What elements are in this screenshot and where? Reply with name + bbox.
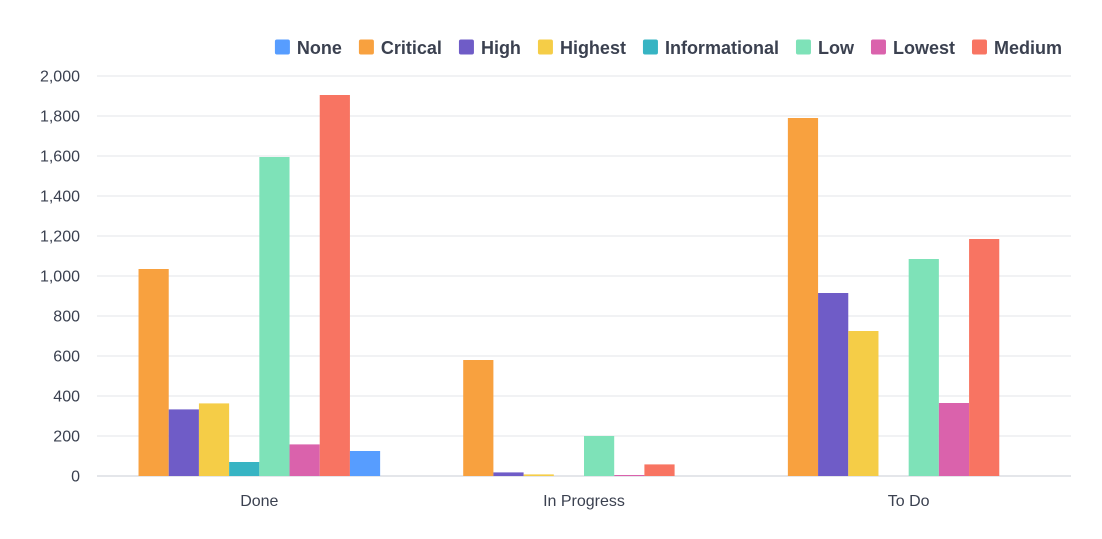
bar-done-high[interactable] <box>168 409 199 476</box>
bar-done-lowest[interactable] <box>289 444 320 476</box>
legend-item-none[interactable]: None <box>274 38 342 58</box>
y-tick-label: 1,400 <box>40 189 80 206</box>
y-tick-label: 1,800 <box>40 109 80 126</box>
y-tick-label: 400 <box>53 389 80 406</box>
y-tick-label: 1,200 <box>40 229 80 246</box>
bar-in-progress-critical[interactable] <box>463 360 494 476</box>
legend-item-lowest[interactable]: Lowest <box>870 38 955 58</box>
legend-label: Medium <box>994 38 1062 58</box>
legend-swatch <box>642 39 658 55</box>
legend-label: None <box>297 38 342 58</box>
x-tick-label: To Do <box>888 493 930 510</box>
y-tick-label: 0 <box>71 469 80 486</box>
y-axis: 0 200 400 600 800 1,000 1,200 1,400 1,600 1,800 2,… <box>40 69 80 486</box>
legend-swatch <box>870 39 886 55</box>
y-tick-label: 800 <box>53 309 80 326</box>
bar-in-progress-high[interactable] <box>493 472 524 476</box>
legend-item-highest[interactable]: Highest <box>537 38 626 58</box>
legend-item-high[interactable]: High <box>458 38 521 58</box>
legend-swatch <box>458 39 474 55</box>
bar-to-do-low[interactable] <box>908 259 939 476</box>
legend-label: Low <box>818 38 855 58</box>
legend-swatch <box>358 39 374 55</box>
legend-swatch <box>537 39 553 55</box>
bar-in-progress-lowest[interactable] <box>614 475 645 476</box>
bar-done-critical[interactable] <box>138 269 169 476</box>
legend-item-critical[interactable]: Critical <box>358 38 442 58</box>
legend-label: Informational <box>665 38 779 58</box>
y-tick-label: 1,000 <box>40 269 80 286</box>
legend-item-informational[interactable]: Informational <box>642 38 779 58</box>
bar-done-medium[interactable] <box>319 95 350 476</box>
bar-done-none[interactable] <box>349 451 381 476</box>
bar-done-highest[interactable] <box>198 403 230 476</box>
bar-in-progress-low[interactable] <box>584 436 615 476</box>
y-tick-label: 600 <box>53 349 80 366</box>
legend-label: Lowest <box>893 38 955 58</box>
y-tick-label: 200 <box>53 429 80 446</box>
x-axis: Done In Progress To Do <box>240 493 929 510</box>
bar-done-low[interactable] <box>259 157 290 476</box>
bar-to-do-high[interactable] <box>818 293 849 476</box>
bar-done-informational[interactable] <box>229 462 260 476</box>
y-tick-label: 1,600 <box>40 149 80 166</box>
legend-label: High <box>481 38 521 58</box>
bar-to-do-highest[interactable] <box>848 331 879 476</box>
legend-label: Highest <box>560 38 626 58</box>
legend-item-medium[interactable]: Medium <box>971 38 1062 58</box>
legend-label: Critical <box>381 38 442 58</box>
bar-in-progress-medium[interactable] <box>644 464 675 476</box>
bar-to-do-medium[interactable] <box>969 239 1000 476</box>
x-tick-label: Done <box>240 493 278 510</box>
x-tick-label: In Progress <box>543 493 625 510</box>
legend: None Critical High Highest Informational Low L… <box>274 38 1062 58</box>
y-tick-label: 2,000 <box>40 69 80 86</box>
bars <box>138 95 1000 476</box>
legend-swatch <box>971 39 987 55</box>
legend-item-low[interactable]: Low <box>795 38 855 58</box>
bar-to-do-lowest[interactable] <box>938 403 970 476</box>
legend-swatch <box>795 39 811 55</box>
bar-to-do-critical[interactable] <box>787 118 819 476</box>
bar-in-progress-highest[interactable] <box>523 474 554 476</box>
legend-swatch <box>274 39 290 55</box>
